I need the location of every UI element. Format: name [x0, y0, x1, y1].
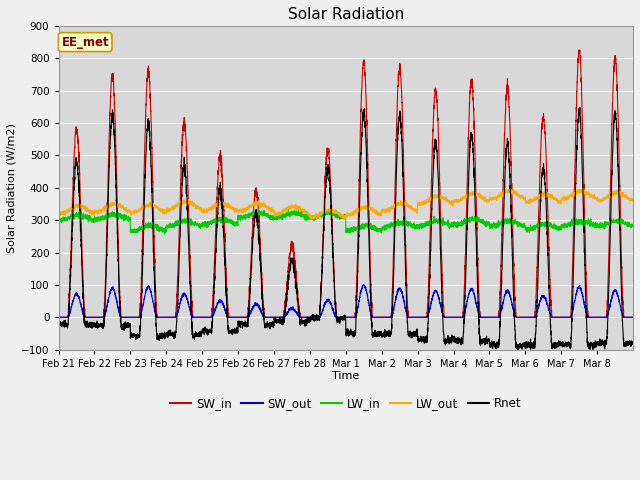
- Rnet: [547, 322, 554, 328]
- SW_in: [174, 274, 182, 280]
- SW_in: [629, 314, 637, 320]
- SW_in: [398, 100, 406, 106]
- LW_out: [547, 194, 555, 200]
- LW_in: [326, 207, 333, 213]
- Y-axis label: Solar Radiation (W/m2): Solar Radiation (W/m2): [7, 123, 17, 252]
- SW_out: [367, 311, 375, 317]
- Rnet: [398, 142, 406, 148]
- Legend: SW_in, SW_out, LW_in, LW_out, Rnet: SW_in, SW_out, LW_in, LW_out, Rnet: [165, 393, 526, 415]
- Text: EE_met: EE_met: [61, 36, 109, 48]
- Rnet: [629, 340, 637, 346]
- LW_out: [503, 186, 511, 192]
- Rnet: [174, 297, 182, 302]
- Rnet: [367, 312, 375, 317]
- SW_out: [532, 312, 540, 318]
- SW_out: [174, 310, 182, 316]
- LW_in: [547, 222, 555, 228]
- LW_in: [398, 220, 406, 226]
- SW_out: [547, 312, 554, 318]
- SW_in: [504, 76, 511, 82]
- LW_in: [54, 216, 62, 222]
- LW_in: [174, 223, 182, 228]
- LW_in: [504, 218, 511, 224]
- SW_out: [360, 282, 367, 288]
- SW_in: [54, 314, 62, 320]
- LW_out: [340, 216, 348, 222]
- LW_out: [532, 197, 540, 203]
- Rnet: [514, 348, 522, 354]
- SW_out: [504, 288, 511, 294]
- SW_in: [367, 289, 375, 295]
- SW_out: [54, 314, 62, 320]
- LW_in: [532, 223, 540, 229]
- LW_out: [504, 187, 511, 193]
- Rnet: [504, 135, 511, 141]
- Rnet: [576, 105, 584, 110]
- SW_out: [398, 288, 406, 294]
- Line: LW_in: LW_in: [58, 210, 633, 234]
- LW_in: [161, 231, 168, 237]
- Title: Solar Radiation: Solar Radiation: [287, 7, 404, 22]
- SW_out: [629, 314, 637, 320]
- Line: Rnet: Rnet: [58, 108, 633, 351]
- Rnet: [532, 329, 540, 335]
- Line: SW_in: SW_in: [58, 50, 633, 317]
- LW_in: [367, 224, 375, 229]
- LW_out: [367, 205, 375, 211]
- Rnet: [54, 320, 62, 326]
- Line: LW_out: LW_out: [58, 189, 633, 219]
- LW_in: [629, 223, 637, 229]
- LW_out: [398, 200, 406, 206]
- SW_in: [547, 291, 554, 297]
- X-axis label: Time: Time: [332, 372, 360, 382]
- SW_in: [532, 300, 540, 306]
- SW_in: [576, 47, 584, 53]
- LW_out: [629, 197, 637, 203]
- Line: SW_out: SW_out: [58, 285, 633, 317]
- LW_out: [54, 211, 62, 216]
- LW_out: [174, 203, 182, 208]
